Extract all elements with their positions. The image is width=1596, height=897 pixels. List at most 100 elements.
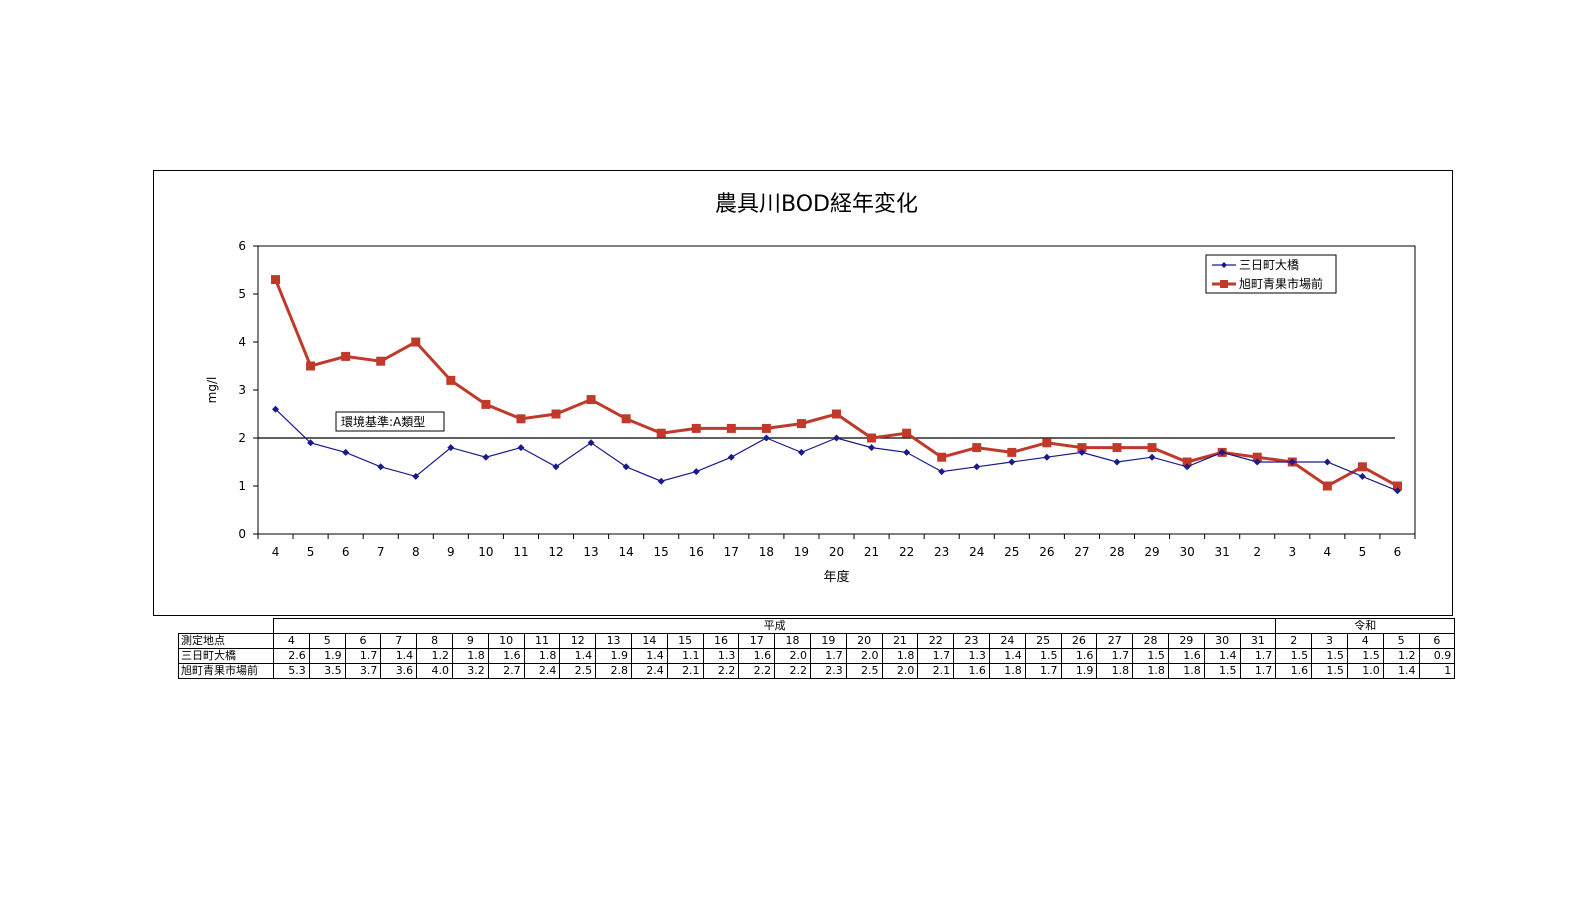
series-2-point [1112, 443, 1122, 453]
value-cell: 1.8 [451, 648, 489, 664]
year-cell: 4 [273, 633, 310, 649]
year-cell: 30 [1203, 633, 1241, 649]
year-cell: 6 [1418, 633, 1456, 649]
year-cell: 29 [1167, 633, 1205, 649]
value-cell: 1.7 [917, 648, 955, 664]
series-1-point [552, 463, 560, 471]
series-1-point [517, 444, 525, 452]
value-cell: 1.5 [1346, 648, 1384, 664]
year-cell: 8 [416, 633, 453, 649]
series-2-point [726, 423, 736, 433]
value-cell: 1.7 [1024, 663, 1062, 679]
value-cell: 1.4 [1382, 663, 1420, 679]
era-header: 令和 [1275, 618, 1456, 634]
year-cell: 20 [845, 633, 883, 649]
series-2-point [516, 414, 526, 424]
value-cell: 1.7 [344, 648, 382, 664]
x-tick-label: 4 [272, 545, 280, 559]
x-tick-label: 16 [689, 545, 704, 559]
value-cell: 1.7 [1239, 663, 1277, 679]
value-cell: 1.4 [988, 648, 1026, 664]
year-cell: 14 [630, 633, 668, 649]
year-cell: 21 [881, 633, 919, 649]
value-cell: 1.4 [380, 648, 418, 664]
year-cell: 2 [1275, 633, 1313, 649]
data-table: 平成 令和 測定地点 4 5 6 7 8 9 10 11 12 13 14 15 16 17 18 19 20 21 22… [178, 618, 1456, 679]
value-cell: 1.6 [738, 648, 776, 664]
value-cell: 1 [1418, 663, 1456, 679]
value-cell: 2.2 [774, 663, 811, 679]
series-1-point [1253, 458, 1261, 466]
value-cell: 1.5 [1311, 663, 1348, 679]
station-name: 旭町青果市場前 [178, 663, 274, 679]
series-2-point [902, 428, 912, 438]
year-cell: 16 [702, 633, 740, 649]
value-cell: 2.6 [273, 648, 310, 664]
series-2-point [1322, 481, 1332, 491]
x-tick-label: 23 [934, 545, 949, 559]
x-tick-label: 5 [1359, 545, 1367, 559]
value-cell: 1.8 [1096, 663, 1134, 679]
x-tick-label: 25 [1004, 545, 1019, 559]
value-cell: 2.8 [595, 663, 632, 679]
series-2-point [1042, 438, 1052, 448]
value-cell: 1.6 [1167, 648, 1205, 664]
value-cell: 1.7 [1239, 648, 1277, 664]
value-cell: 1.4 [630, 648, 668, 664]
value-cell: 1.5 [1132, 648, 1169, 664]
value-cell: 3.7 [344, 663, 382, 679]
year-cell: 17 [738, 633, 776, 649]
table-row: 三日町大橋 2.6 1.9 1.7 1.4 1.2 1.8 1.6 1.8 1.4 1.9 1.4 1.… [178, 648, 1456, 664]
series-2-point [341, 351, 351, 361]
series-1-point [272, 405, 280, 413]
chart-frame: 農具川BOD経年変化 0 1 2 3 4 5 6 mg/l 4 5 6 7 8 9 10 11 12 13 14 15 1… [153, 170, 1453, 616]
series-1-point [1358, 472, 1366, 480]
series-2-point [937, 452, 947, 462]
value-cell: 1.6 [1060, 648, 1098, 664]
series-2-point [586, 395, 596, 405]
series-2-point [481, 399, 491, 409]
value-cell: 4.0 [416, 663, 453, 679]
value-cell: 1.8 [881, 648, 919, 664]
x-tick-label: 27 [1074, 545, 1089, 559]
value-cell: 2.0 [774, 648, 811, 664]
table-corner [178, 618, 274, 634]
x-tick-label: 7 [377, 545, 385, 559]
legend-label: 三日町大橋 [1239, 258, 1299, 272]
series-2-point [691, 423, 701, 433]
value-cell: 1.3 [702, 648, 740, 664]
series-2-point [411, 337, 421, 347]
value-cell: 1.5 [1203, 663, 1241, 679]
series-1-point [797, 448, 805, 456]
value-cell: 1.9 [1060, 663, 1098, 679]
series-2-point [867, 433, 877, 443]
year-cell: 7 [380, 633, 418, 649]
value-cell: 1.7 [809, 648, 847, 664]
year-cell: 22 [917, 633, 955, 649]
year-cell: 12 [559, 633, 597, 649]
year-cell: 9 [451, 633, 489, 649]
x-tick-label: 26 [1039, 545, 1054, 559]
value-cell: 1.6 [953, 663, 990, 679]
value-cell: 1.2 [416, 648, 453, 664]
value-cell: 2.4 [630, 663, 668, 679]
x-tick-label: 10 [478, 545, 493, 559]
y-tick-label: 2 [238, 431, 246, 445]
series-1-point [482, 453, 490, 461]
y-tick-label: 6 [238, 239, 246, 253]
value-cell: 1.1 [666, 648, 704, 664]
x-tick-label: 18 [759, 545, 774, 559]
year-cell: 23 [953, 633, 990, 649]
value-cell: 2.5 [845, 663, 883, 679]
x-tick-label: 22 [899, 545, 914, 559]
value-cell: 1.8 [988, 663, 1026, 679]
value-cell: 3.2 [451, 663, 489, 679]
series-1-point [1078, 448, 1086, 456]
year-cell: 24 [988, 633, 1026, 649]
x-tick-label: 30 [1179, 545, 1194, 559]
value-cell: 1.9 [595, 648, 632, 664]
legend-swatch-marker [1220, 280, 1228, 288]
x-tick-label: 3 [1288, 545, 1296, 559]
value-cell: 1.7 [1096, 648, 1134, 664]
value-cell: 2.1 [917, 663, 955, 679]
